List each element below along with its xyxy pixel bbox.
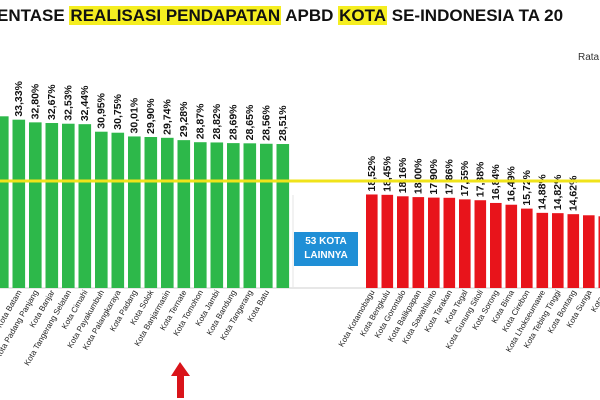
top-bar: [95, 131, 108, 288]
top-data-label: 29,74%: [161, 99, 173, 135]
bottom-data-label: 17,90%: [428, 158, 440, 194]
bottom-bar: [521, 208, 533, 288]
reference-note: Rata: [578, 52, 600, 63]
title-part-3: APBD: [281, 6, 339, 25]
top-data-label: 30,01%: [128, 97, 140, 133]
bottom-bar: [474, 200, 487, 288]
top-data-label: 29,28%: [178, 101, 190, 137]
bottom-bar: [397, 196, 409, 288]
top-data-label: 32,67%: [46, 84, 58, 120]
top-bar: [12, 119, 26, 288]
bottom-data-label: 18,45%: [381, 156, 393, 192]
bottom-data-label: 17,55%: [459, 160, 471, 196]
bottom-data-label: 17,38%: [474, 161, 486, 197]
bottom-data-label: 14,82%: [552, 174, 564, 210]
bottom-bar: [598, 216, 600, 288]
bottom-bar: [536, 212, 549, 288]
bottom-data-label: 14,88%: [536, 174, 548, 210]
title-part-4: KOTA: [338, 6, 388, 25]
top-data-label: 28,65%: [244, 104, 256, 140]
top-bar: [29, 122, 42, 288]
top-bar: [78, 124, 92, 288]
top-bar: [111, 132, 125, 288]
bottom-category-label: Kota P: [589, 289, 600, 314]
bottom-data-label: 14,62%: [567, 175, 579, 211]
bottom-bar: [366, 194, 378, 288]
top-data-label: 32,80%: [29, 83, 41, 119]
top-bar: [45, 123, 59, 288]
bottom-data-label: 15,72%: [521, 169, 533, 205]
top-bar: [161, 137, 174, 288]
top-data-label: 28,87%: [194, 103, 206, 139]
bottom-bar: [583, 215, 595, 288]
top-data-label: 28,56%: [260, 104, 272, 140]
top-data-label: 32,53%: [62, 84, 74, 120]
top-bar: [0, 116, 9, 288]
top-bar: [227, 143, 240, 288]
top-bar: [260, 143, 273, 288]
top-data-label: 28,69%: [227, 104, 239, 140]
top-bar: [128, 136, 141, 288]
top-data-label: 29,90%: [145, 98, 157, 134]
top-bar: [210, 142, 224, 288]
top-bar: [62, 123, 75, 288]
top-data-label: 33,33%: [13, 80, 25, 116]
top-bar: [144, 137, 158, 288]
bottom-bar: [428, 197, 440, 288]
top-bar: [276, 144, 290, 288]
bottom-bar: [459, 199, 471, 288]
top-bar: [243, 143, 257, 288]
title-part-1: ENTASE: [0, 6, 70, 25]
bottom-data-label: 16,49%: [505, 165, 517, 201]
bottom-bar: [490, 202, 502, 288]
title-part-5: SE-INDONESIA TA 20: [387, 6, 564, 25]
others-box: 53 KOTA LAINNYA: [294, 232, 358, 266]
top-data-label: 30,95%: [95, 92, 107, 128]
bottom-data-label: 18,00%: [412, 158, 424, 194]
bottom-bar: [567, 214, 580, 288]
others-box-line2: LAINNYA: [304, 250, 348, 261]
bottom-bar: [443, 197, 456, 288]
top-data-label: 32,44%: [79, 85, 91, 121]
bottom-bar: [552, 213, 564, 288]
top-bar: [177, 140, 191, 288]
top-data-label: 28,82%: [211, 103, 223, 139]
title-part-2: REALISASI PENDAPATAN: [69, 6, 282, 25]
others-box-line1: 53 KOTA: [305, 236, 347, 247]
top-data-label: 28,51%: [277, 105, 289, 141]
bottom-data-label: 18,52%: [366, 155, 378, 191]
chart-title: ENTASE REALISASI PENDAPATAN APBD KOTA SE…: [0, 3, 600, 29]
bottom-bar: [505, 204, 518, 288]
highlight-arrow: [171, 362, 190, 398]
bottom-data-label: 18,16%: [397, 157, 409, 193]
top-data-label: 30,75%: [112, 93, 124, 129]
bottom-data-label: 17,86%: [443, 159, 455, 195]
top-bar: [194, 142, 207, 288]
bottom-bar: [381, 194, 394, 288]
bottom-bar: [412, 197, 425, 288]
